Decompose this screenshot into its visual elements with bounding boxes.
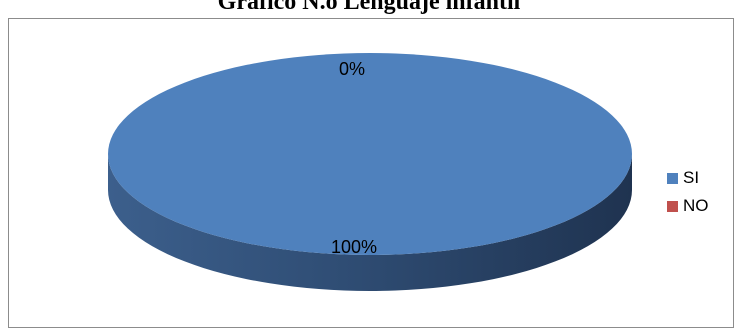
- legend-item-no: NO: [667, 196, 709, 217]
- legend-item-si: SI: [667, 168, 699, 189]
- legend-swatch-no: [667, 201, 678, 212]
- legend-swatch-si: [667, 173, 678, 184]
- legend-label-si: SI: [683, 168, 700, 187]
- data-label-no: 0%: [339, 59, 365, 79]
- data-label-si: 100%: [331, 237, 377, 257]
- chart-title: Gráfico N.o Lenguaje infantil: [217, 0, 521, 15]
- legend-label-no: NO: [683, 196, 709, 215]
- pie-slice-si: [108, 53, 632, 255]
- pie-slice-side-si: [108, 154, 632, 291]
